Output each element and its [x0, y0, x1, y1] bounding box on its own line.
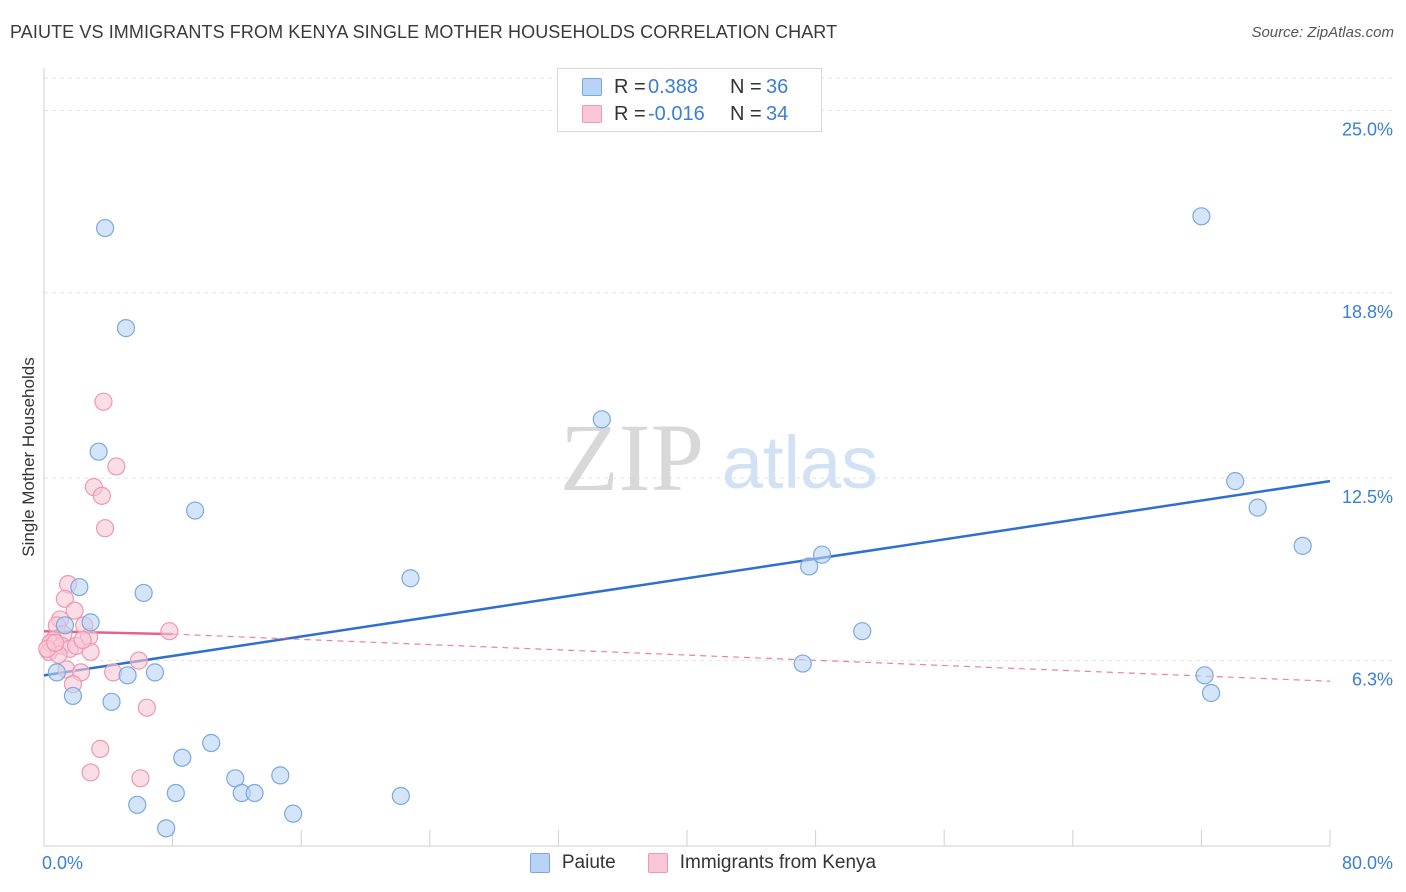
paiute-point: [1195, 666, 1214, 685]
paiute-point: [118, 666, 137, 685]
n-label: N =: [730, 102, 762, 125]
paiute-swatch: [582, 78, 602, 96]
paiute-point: [202, 733, 221, 753]
paiute-point: [271, 766, 290, 785]
n-value: 36: [766, 75, 789, 98]
r-value: -0.016: [648, 102, 705, 125]
paiute-point: [1226, 472, 1245, 491]
kenya-point: [131, 769, 150, 788]
series-legend: Paiute Immigrants from Kenya: [0, 852, 1406, 874]
kenya-point: [73, 630, 92, 650]
legend-row-paiute: R = 0.388 N = 36: [582, 74, 788, 100]
paiute-point: [173, 748, 192, 767]
kenya-point: [95, 519, 115, 538]
paiute-point: [81, 613, 100, 632]
paiute-point: [134, 583, 153, 603]
kenya-point: [91, 739, 110, 758]
y-axis-label: Single Mother Households: [19, 357, 38, 556]
kenya-point: [81, 763, 100, 782]
kenya-swatch: [582, 105, 602, 123]
kenya-point: [46, 633, 65, 653]
legend-row-kenya: R = -0.016 N = 34: [582, 101, 788, 127]
n-value: 34: [766, 102, 789, 125]
paiute-swatch: [529, 853, 550, 873]
paiute-point: [157, 819, 176, 838]
paiute-point: [145, 663, 165, 682]
paiute-point: [89, 442, 108, 461]
paiute-point: [592, 410, 611, 429]
kenya-point: [129, 651, 148, 670]
y-tick-label: 12.5%: [1342, 487, 1393, 507]
legend-label-paiute: Paiute: [561, 852, 616, 873]
paiute-point: [391, 786, 410, 806]
n-label: N =: [730, 75, 762, 98]
watermark-atlas: atlas: [722, 421, 878, 504]
paiute-point: [800, 557, 819, 576]
paiute-point: [63, 686, 83, 706]
paiute-point: [1201, 683, 1221, 703]
paiute-trend-line: [43, 479, 1331, 677]
paiute-point: [47, 663, 66, 682]
r-value: 0.388: [648, 75, 699, 98]
kenya-point: [160, 622, 179, 641]
kenya-point: [65, 601, 84, 620]
kenya-point: [107, 457, 126, 476]
paiute-point: [166, 783, 185, 803]
paiute-point: [401, 569, 420, 588]
paiute-point: [95, 218, 115, 238]
legend-item-paiute[interactable]: Paiute: [529, 852, 616, 874]
kenya-swatch: [647, 853, 668, 873]
paiute-point: [284, 804, 303, 823]
chart-title: PAIUTE VS IMMIGRANTS FROM KENYA SINGLE M…: [10, 22, 838, 42]
paiute-point: [186, 501, 205, 520]
source-label: Source: ZipAtlas.com: [1251, 24, 1394, 41]
paiute-point: [1293, 536, 1312, 555]
paiute-point: [812, 545, 832, 564]
kenya-point: [55, 589, 74, 608]
legend-item-kenya[interactable]: Immigrants from Kenya: [647, 852, 877, 874]
paiute-point: [1192, 207, 1211, 226]
paiute-point: [245, 783, 264, 803]
paiute-point: [793, 654, 812, 673]
kenya-point: [137, 698, 156, 717]
y-tick-label: 25.0%: [1342, 119, 1393, 139]
kenya-point: [94, 392, 113, 411]
kenya-trend-extension: [172, 633, 1331, 682]
kenya-point: [92, 486, 111, 505]
paiute-point: [116, 319, 136, 338]
paiute-point: [853, 622, 872, 641]
paiute-point: [55, 616, 74, 635]
paiute-point: [70, 577, 89, 597]
paiute-point: [102, 692, 121, 711]
legend-label-kenya: Immigrants from Kenya: [679, 852, 877, 873]
watermark-zip: ZIP: [560, 404, 704, 511]
r-label: R =: [614, 102, 646, 125]
y-tick-label: 18.8%: [1342, 302, 1393, 322]
y-tick-label: 6.3%: [1352, 670, 1393, 690]
x-tick-label-max: 80.0%: [1342, 853, 1393, 873]
paiute-point: [128, 795, 147, 814]
correlation-legend: R = 0.388 N = 36 R = -0.016 N = 34: [557, 68, 822, 132]
x-tick-label-min: 0.0%: [42, 853, 83, 873]
paiute-point: [1248, 498, 1267, 517]
r-label: R =: [614, 75, 646, 98]
